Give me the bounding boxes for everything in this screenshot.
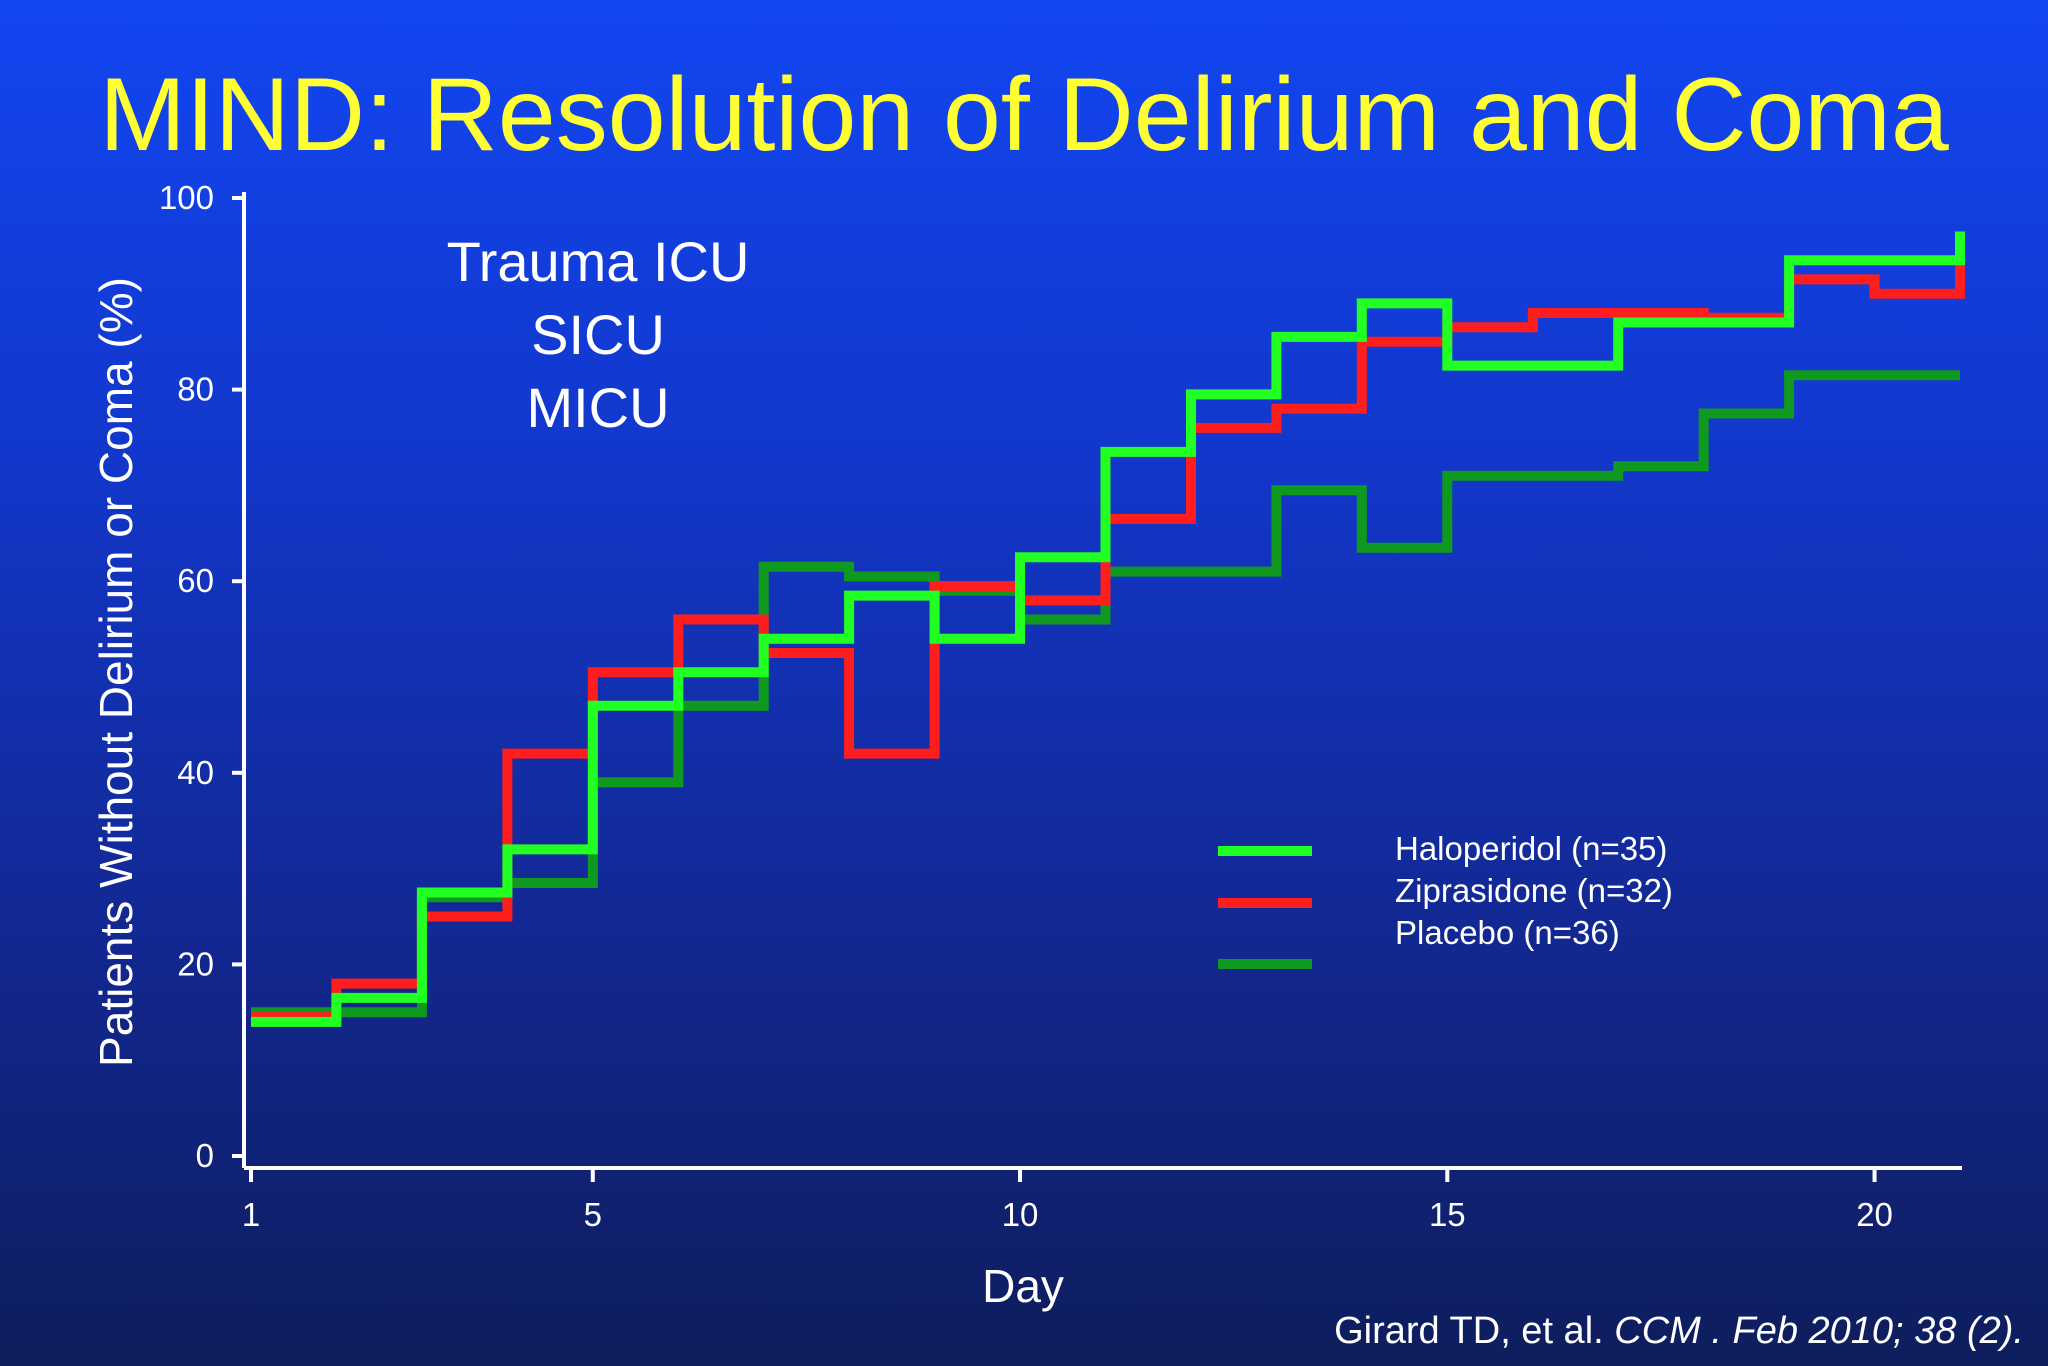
x-tick-label: 15 (1429, 1196, 1466, 1233)
y-tick-label: 100 (159, 179, 214, 216)
y-axis-title: Patients Without Delirium or Coma (%) (90, 277, 142, 1067)
annotation-line-1: Trauma ICU (447, 230, 750, 293)
annotation-line-3: MICU (526, 376, 669, 439)
legend: Haloperidol (n=35) Ziprasidone (n=32) Plac… (1218, 830, 1673, 969)
citation-authors: Girard TD, et al. (1334, 1310, 1615, 1352)
y-tick-label: 40 (177, 754, 214, 791)
y-tick-label: 80 (177, 371, 214, 408)
x-tick-label: 10 (1002, 1196, 1039, 1233)
chart-title: MIND: Resolution of Delirium and Coma (99, 57, 1949, 173)
series-group (251, 231, 1965, 1027)
x-axis-title: Day (982, 1260, 1064, 1312)
icu-annotation: Trauma ICU SICU MICU (447, 230, 750, 439)
x-tick-label: 20 (1856, 1196, 1893, 1233)
series-line-ziprasidone (251, 260, 1965, 1023)
series-line-haloperidol (251, 231, 1965, 1027)
x-tick-label: 5 (584, 1196, 602, 1233)
legend-label-placebo: Placebo (n=36) (1395, 914, 1620, 951)
y-tick-label: 20 (177, 945, 214, 982)
legend-label-ziprasidone: Ziprasidone (n=32) (1395, 872, 1673, 909)
legend-label-haloperidol: Haloperidol (n=35) (1395, 830, 1667, 867)
y-tick-label: 0 (196, 1137, 214, 1174)
y-tick-label: 60 (177, 562, 214, 599)
citation: Girard TD, et al. CCM . Feb 2010; 38 (2)… (1334, 1310, 2024, 1366)
annotation-line-2: SICU (531, 303, 665, 366)
x-tick-label: 1 (242, 1196, 260, 1233)
axes (242, 192, 1962, 1170)
citation-journal: CCM . Feb 2010; 38 (2). (1614, 1310, 2024, 1352)
